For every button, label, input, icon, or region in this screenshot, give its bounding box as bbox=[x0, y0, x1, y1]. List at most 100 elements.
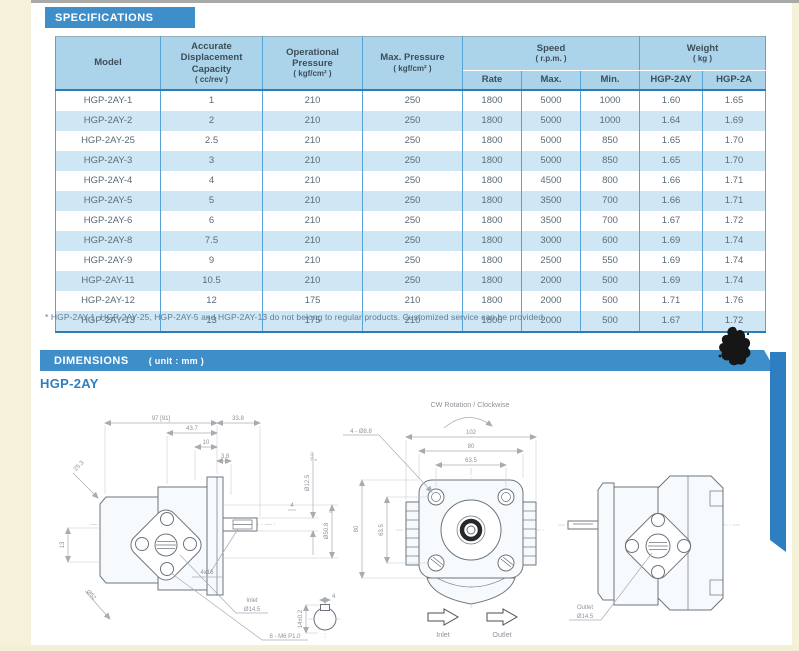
model-cell: HGP-2AY-4 bbox=[55, 170, 161, 191]
outlet-arrow-icon bbox=[486, 608, 519, 626]
value-cell: 1.74 bbox=[702, 270, 767, 291]
value-cell: 1.72 bbox=[702, 210, 767, 231]
value-cell: 1800 bbox=[462, 110, 522, 131]
shaft-dia-tol-plus: +0.01 bbox=[310, 452, 314, 461]
value-cell: 250 bbox=[362, 130, 463, 151]
table-header-group-row: Model Accurate Displacement Capacity ( c… bbox=[55, 36, 767, 91]
value-cell: 5000 bbox=[521, 130, 581, 151]
value-cell: 1.71 bbox=[639, 290, 704, 311]
value-cell: 5000 bbox=[521, 89, 581, 111]
model-cell: HGP-2AY-9 bbox=[55, 250, 161, 271]
dimensions-unit-label: ( unit : mm ) bbox=[148, 355, 205, 366]
value-cell: 5 bbox=[160, 190, 263, 211]
value-cell: 500 bbox=[580, 270, 641, 291]
value-cell: 1.69 bbox=[702, 110, 767, 131]
page-edge-bottom bbox=[0, 645, 799, 651]
table-row: HGP-2AY-8 7.5 210 250 1800 3000 600 1.69 1.74 bbox=[55, 230, 767, 251]
value-cell: 1.65 bbox=[702, 89, 767, 111]
value-cell: 1.65 bbox=[639, 130, 704, 151]
value-cell: 9 bbox=[160, 250, 263, 271]
value-cell: 210 bbox=[262, 250, 363, 271]
value-cell: 500 bbox=[580, 290, 641, 311]
thread-spec-label: 8 - M6 P1.0 bbox=[269, 634, 301, 640]
value-cell: 2000 bbox=[521, 290, 581, 311]
value-cell: 5000 bbox=[521, 150, 581, 171]
col-header-capacity: Accurate Displacement Capacity ( cc/rev … bbox=[160, 36, 263, 91]
value-cell: 250 bbox=[362, 270, 463, 291]
value-cell: 250 bbox=[362, 190, 463, 211]
dim-shaft-length-label: 33.8 bbox=[232, 416, 244, 422]
rear-view-drawing: Outlet Ø14.5 bbox=[558, 475, 740, 621]
value-cell: 210 bbox=[362, 310, 463, 333]
value-cell: 1000 bbox=[580, 110, 641, 131]
inlet-word-label: Inlet bbox=[246, 598, 258, 604]
outlet-dia-label: Ø14.5 bbox=[577, 614, 594, 620]
dimensions-title: DIMENSIONS bbox=[54, 354, 129, 367]
key-detail-drawing: 4 14±0.2 bbox=[298, 594, 342, 638]
value-cell: 2500 bbox=[521, 250, 581, 271]
model-cell: HGP-2AY-25 bbox=[55, 130, 161, 151]
value-cell: 1800 bbox=[462, 190, 522, 211]
model-cell: HGP-2AY-12 bbox=[55, 290, 161, 311]
pilot-dia-label: Ø50.8 bbox=[324, 522, 330, 539]
outlet-caption: Outlet bbox=[492, 630, 511, 639]
specifications-table: Model Accurate Displacement Capacity ( c… bbox=[55, 36, 767, 333]
value-cell: 7.5 bbox=[160, 230, 263, 251]
value-cell: 1000 bbox=[580, 89, 641, 111]
value-cell: 600 bbox=[580, 230, 641, 251]
value-cell: 12 bbox=[160, 290, 263, 311]
value-cell: 500 bbox=[580, 310, 641, 333]
model-cell: HGP-2AY-13 bbox=[55, 310, 161, 333]
specifications-table-body: HGP-2AY-1 1 210 250 1800 5000 1000 1.60 1.65 HGP-… bbox=[55, 89, 767, 333]
value-cell: 175 bbox=[262, 310, 363, 333]
value-cell: 1.67 bbox=[639, 210, 704, 231]
value-cell: 700 bbox=[580, 210, 641, 231]
col-group-weight: Weight ( kg ) bbox=[639, 36, 767, 71]
page-edge-right bbox=[792, 0, 799, 651]
value-cell: 1.69 bbox=[639, 230, 704, 251]
value-cell: 1800 bbox=[462, 270, 522, 291]
value-cell: 10.5 bbox=[160, 270, 263, 291]
bolt-holes-label: 4 - Ø8.8 bbox=[350, 429, 372, 435]
pilot-dia-tol: 0 bbox=[329, 511, 333, 513]
value-cell: 250 bbox=[362, 230, 463, 251]
value-cell: 210 bbox=[262, 190, 363, 211]
inlet-arrow-icon bbox=[427, 608, 460, 626]
col-header-model: Model bbox=[55, 36, 161, 91]
value-cell: 1800 bbox=[462, 250, 522, 271]
value-cell: 1.66 bbox=[639, 170, 704, 191]
table-row: HGP-2AY-3 3 210 250 1800 5000 850 1.65 1.70 bbox=[55, 150, 767, 171]
value-cell: 1.72 bbox=[702, 310, 767, 333]
model-cell: HGP-2AY-6 bbox=[55, 210, 161, 231]
table-row: HGP-2AY-4 4 210 250 1800 4500 800 1.66 1.71 bbox=[55, 170, 767, 191]
value-cell: 1800 bbox=[462, 310, 522, 333]
col-header-rate: Rate bbox=[462, 70, 522, 91]
value-cell: 2000 bbox=[521, 310, 581, 333]
rotation-arrow-icon bbox=[443, 417, 493, 429]
value-cell: 3 bbox=[160, 150, 263, 171]
value-cell: 1.65 bbox=[639, 150, 704, 171]
dim-253-label: 25.3 bbox=[73, 460, 86, 473]
value-cell: 1800 bbox=[462, 89, 522, 111]
col-header-max-pressure: Max. Pressure ( kgf/cm² ) bbox=[362, 36, 463, 91]
value-cell: 1.64 bbox=[639, 110, 704, 131]
shaft-dia-label: Ø12.5 bbox=[305, 474, 311, 491]
value-cell: 1.76 bbox=[702, 290, 767, 311]
dim-635-label: 63.5 bbox=[465, 458, 477, 464]
value-cell: 1.69 bbox=[639, 250, 704, 271]
key-detail-width-label: 4 bbox=[332, 594, 336, 600]
key-width-label: 4 bbox=[290, 503, 294, 509]
value-cell: 210 bbox=[362, 290, 463, 311]
ink-smudge bbox=[718, 326, 751, 366]
value-cell: 3500 bbox=[521, 190, 581, 211]
value-cell: 210 bbox=[262, 230, 363, 251]
value-cell: 1.60 bbox=[639, 89, 704, 111]
model-cell: HGP-2AY-3 bbox=[55, 150, 161, 171]
rotation-direction-label: CW Rotation / Clockwise bbox=[430, 400, 509, 409]
dimensions-section-header: DIMENSIONS ( unit : mm ) bbox=[40, 350, 776, 371]
key-detail-height-label: 14±0.2 bbox=[298, 609, 304, 628]
value-cell: 5000 bbox=[521, 110, 581, 131]
dim-38-label: 3.8 bbox=[221, 454, 230, 460]
table-row: HGP-2AY-1 1 210 250 1800 5000 1000 1.60 1.65 bbox=[55, 89, 767, 111]
